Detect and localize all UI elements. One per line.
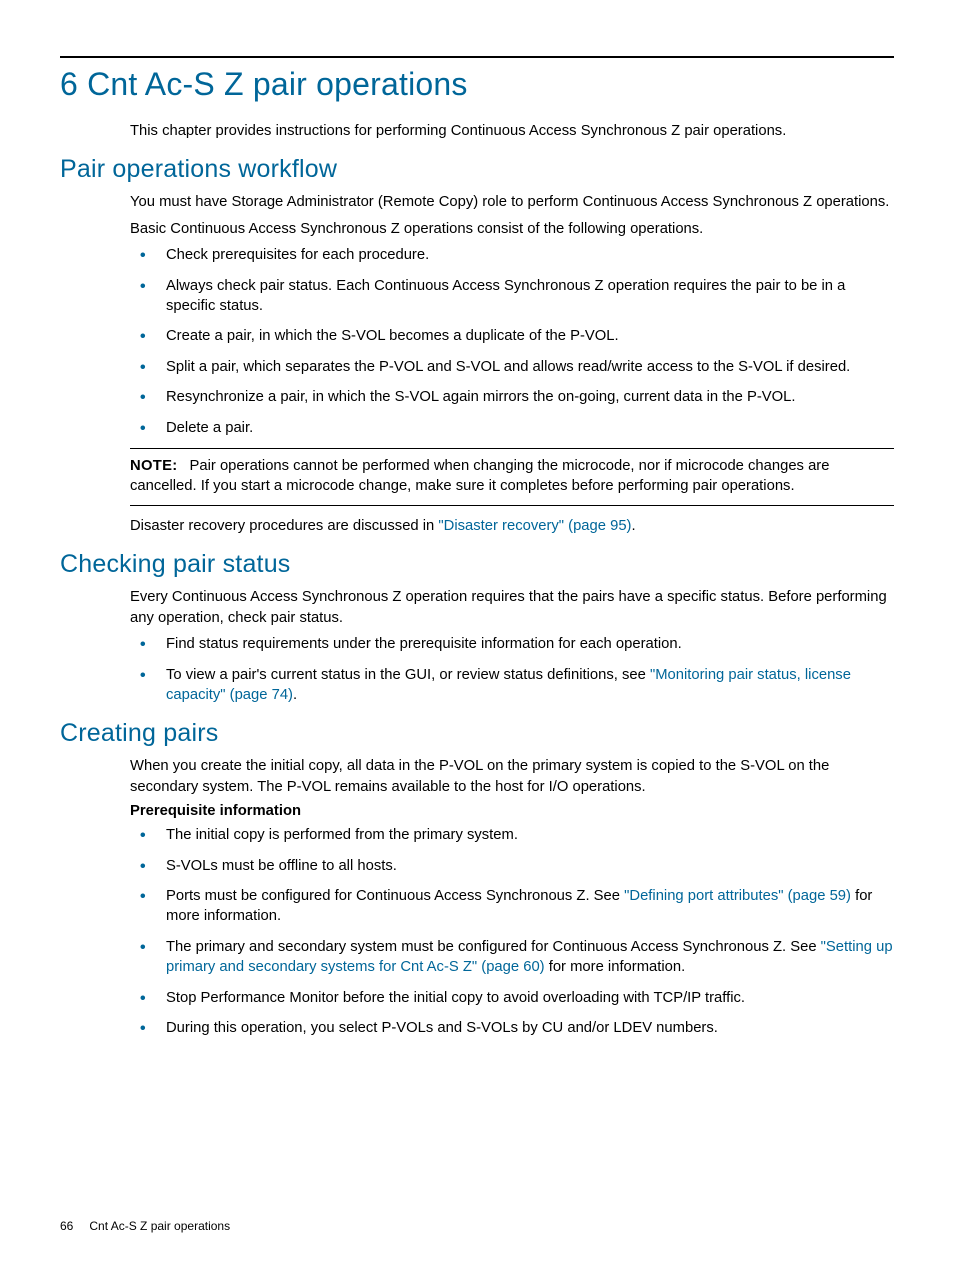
list-item: Split a pair, which separates the P-VOL … <box>130 357 894 377</box>
workflow-list: Check prerequisites for each procedure. … <box>130 245 894 438</box>
creating-b4-post: for more information. <box>545 959 686 975</box>
list-item: Ports must be configured for Continuous … <box>130 886 894 927</box>
section-workflow-heading: Pair operations workflow <box>60 155 894 184</box>
dr-pre: Disaster recovery procedures are discuss… <box>130 518 438 534</box>
note-body: Pair operations cannot be performed when… <box>130 458 829 494</box>
creating-list: The initial copy is performed from the p… <box>130 825 894 1038</box>
workflow-p2: Basic Continuous Access Synchronous Z op… <box>130 219 894 239</box>
list-item: S-VOLs must be offline to all hosts. <box>130 856 894 876</box>
top-rule <box>60 56 894 58</box>
list-item: Resynchronize a pair, in which the S-VOL… <box>130 387 894 407</box>
dr-post: . <box>631 518 635 534</box>
list-item: Always check pair status. Each Continuou… <box>130 276 894 317</box>
defining-port-attributes-link[interactable]: "Defining port attributes" (page 59) <box>624 888 851 904</box>
footer-title: Cnt Ac-S Z pair operations <box>89 1219 230 1233</box>
list-item: Create a pair, in which the S-VOL become… <box>130 326 894 346</box>
list-item: To view a pair's current status in the G… <box>130 665 894 706</box>
page-footer: 66 Cnt Ac-S Z pair operations <box>60 1219 230 1233</box>
list-item: Check prerequisites for each procedure. <box>130 245 894 265</box>
prereq-subhead: Prerequisite information <box>130 803 894 819</box>
creating-b3-pre: Ports must be configured for Continuous … <box>166 888 624 904</box>
creating-b4-pre: The primary and secondary system must be… <box>166 939 821 955</box>
chapter-intro: This chapter provides instructions for p… <box>130 121 894 141</box>
dr-paragraph: Disaster recovery procedures are discuss… <box>130 516 894 536</box>
creating-p1: When you create the initial copy, all da… <box>130 756 894 797</box>
workflow-p1: You must have Storage Administrator (Rem… <box>130 192 894 212</box>
note-label: NOTE: <box>130 458 178 474</box>
note-block: NOTE:Pair operations cannot be performed… <box>130 448 894 506</box>
checking-list: Find status requirements under the prere… <box>130 634 894 705</box>
section-creating-heading: Creating pairs <box>60 719 894 748</box>
page-number: 66 <box>60 1219 73 1233</box>
list-item: Delete a pair. <box>130 418 894 438</box>
list-item: During this operation, you select P-VOLs… <box>130 1018 894 1038</box>
list-item: The primary and secondary system must be… <box>130 937 894 978</box>
list-item: Stop Performance Monitor before the init… <box>130 988 894 1008</box>
chapter-title: 6 Cnt Ac-S Z pair operations <box>60 66 894 103</box>
list-item: Find status requirements under the prere… <box>130 634 894 654</box>
checking-p1: Every Continuous Access Synchronous Z op… <box>130 587 894 628</box>
section-checking-heading: Checking pair status <box>60 550 894 579</box>
checking-b2-post: . <box>293 687 297 703</box>
list-item: The initial copy is performed from the p… <box>130 825 894 845</box>
checking-b2-pre: To view a pair's current status in the G… <box>166 667 650 683</box>
disaster-recovery-link[interactable]: "Disaster recovery" (page 95) <box>438 518 631 534</box>
